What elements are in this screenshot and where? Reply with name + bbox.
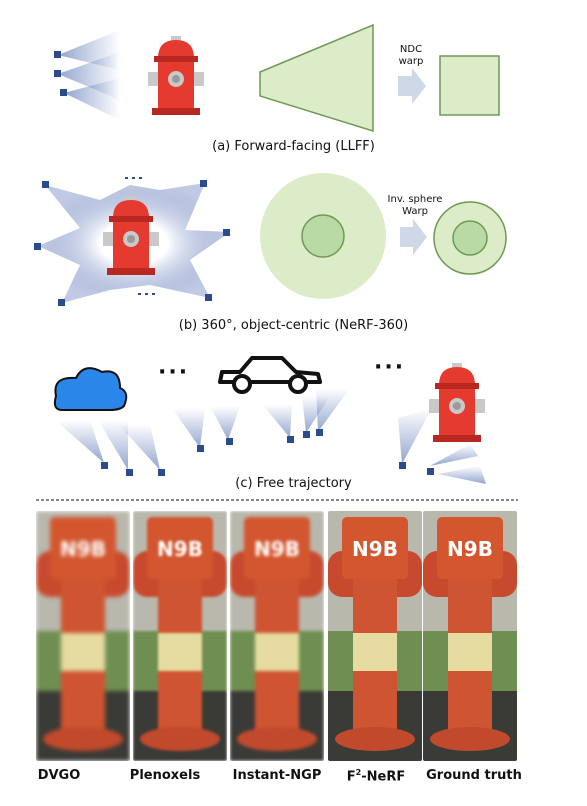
result-image-4: N9B bbox=[423, 511, 517, 761]
camera-icon bbox=[287, 436, 294, 443]
camera-dots-bottom bbox=[138, 293, 155, 295]
warp-label-line-1: NDC bbox=[399, 44, 423, 55]
camera-icon bbox=[427, 468, 434, 475]
warp-arrow bbox=[400, 219, 427, 255]
warp-label-line-1: Inv. sphere bbox=[387, 194, 443, 205]
warp-label-ndc: NDC warp bbox=[386, 44, 436, 68]
camera-icon bbox=[200, 180, 207, 187]
method-label-instant-ngp: Instant-NGP bbox=[232, 768, 322, 783]
method-label-f2-nerf: F2-NeRF bbox=[346, 768, 406, 785]
hydrant-sign-text: N9B bbox=[60, 537, 106, 561]
method-label-plenoxels: Plenoxels bbox=[129, 768, 201, 783]
panel-c bbox=[53, 356, 486, 484]
camera-icon bbox=[54, 51, 61, 58]
ellipsis-right: ··· bbox=[374, 355, 406, 380]
warp-label-line-2: warp bbox=[398, 56, 424, 67]
fire-hydrant-icon bbox=[148, 36, 204, 115]
camera-icon bbox=[58, 299, 65, 306]
camera-icon bbox=[197, 445, 204, 452]
warp-label-line-2: Warp bbox=[402, 206, 428, 217]
camera-icon bbox=[42, 181, 49, 188]
camera-icon bbox=[226, 438, 233, 445]
camera-rays-a bbox=[58, 30, 120, 120]
result-image-3: N9B bbox=[328, 511, 422, 761]
camera-icon bbox=[101, 462, 108, 469]
frustum-region bbox=[259, 23, 374, 133]
camera-icon bbox=[399, 462, 406, 469]
camera-icon bbox=[316, 429, 323, 436]
caption-b: (b) 360°, object-centric (NeRF-360) bbox=[178, 318, 409, 333]
ndc-cube bbox=[439, 55, 500, 116]
ellipsis-left: ··· bbox=[158, 360, 190, 385]
result-image-2: N9B bbox=[230, 511, 324, 761]
hydrant-sign-text: N9B bbox=[447, 537, 493, 561]
warped-inner-sphere bbox=[452, 220, 488, 256]
camera-icon bbox=[303, 431, 310, 438]
camera-icon bbox=[34, 243, 41, 250]
trajectory-rays bbox=[55, 388, 486, 484]
inner-sphere bbox=[301, 214, 345, 258]
camera-dots-top bbox=[125, 177, 142, 179]
fire-hydrant-icon bbox=[429, 363, 485, 442]
panel-b bbox=[34, 173, 507, 306]
camera-icon bbox=[158, 469, 165, 476]
hydrant-sign-text: N9B bbox=[157, 537, 203, 561]
camera-icon bbox=[60, 89, 67, 96]
warp-label-sphere: Inv. sphere Warp bbox=[380, 194, 450, 218]
caption-a: (a) Forward-facing (LLFF) bbox=[212, 139, 375, 154]
caption-c: (c) Free trajectory bbox=[235, 476, 352, 491]
method-label-ground-truth: Ground truth bbox=[426, 768, 522, 783]
warp-arrow bbox=[398, 68, 426, 104]
cloud-icon bbox=[53, 367, 128, 411]
camera-icon bbox=[54, 70, 61, 77]
method-label-dvgo: DVGO bbox=[37, 768, 81, 783]
camera-icon bbox=[126, 469, 133, 476]
camera-icon bbox=[205, 294, 212, 301]
hydrant-sign-text: N9B bbox=[352, 537, 398, 561]
car-icon bbox=[218, 356, 322, 394]
result-image-0: N9B bbox=[36, 511, 130, 761]
camera-icon bbox=[223, 229, 230, 236]
panel-a bbox=[54, 23, 500, 133]
result-image-1: N9B bbox=[133, 511, 227, 761]
hydrant-sign-text: N9B bbox=[254, 537, 300, 561]
trajectory-cameras bbox=[101, 429, 434, 476]
